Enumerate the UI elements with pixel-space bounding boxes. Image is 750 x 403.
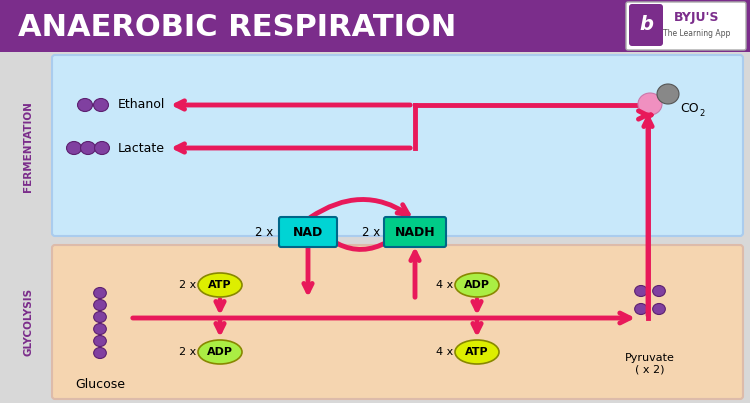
Ellipse shape bbox=[652, 303, 665, 314]
Ellipse shape bbox=[77, 98, 92, 112]
Ellipse shape bbox=[198, 340, 242, 364]
Text: NADH: NADH bbox=[394, 226, 435, 239]
Text: ATP: ATP bbox=[465, 347, 489, 357]
Text: ATP: ATP bbox=[209, 280, 232, 290]
FancyBboxPatch shape bbox=[52, 55, 743, 236]
Ellipse shape bbox=[94, 98, 109, 112]
Text: Lactate: Lactate bbox=[118, 141, 165, 154]
FancyBboxPatch shape bbox=[52, 245, 743, 399]
Text: 2: 2 bbox=[699, 108, 704, 118]
Ellipse shape bbox=[67, 141, 82, 154]
FancyBboxPatch shape bbox=[279, 217, 337, 247]
Text: Ethanol: Ethanol bbox=[118, 98, 165, 112]
Ellipse shape bbox=[455, 340, 499, 364]
Text: 4 x: 4 x bbox=[436, 347, 453, 357]
Ellipse shape bbox=[80, 141, 95, 154]
Text: NAD: NAD bbox=[292, 226, 323, 239]
Text: The Learning App: The Learning App bbox=[663, 29, 730, 37]
Ellipse shape bbox=[94, 347, 106, 359]
Ellipse shape bbox=[94, 287, 106, 299]
Text: 2 x: 2 x bbox=[362, 226, 380, 239]
Ellipse shape bbox=[94, 299, 106, 310]
Ellipse shape bbox=[652, 285, 665, 297]
Ellipse shape bbox=[638, 93, 662, 115]
Text: BYJU'S: BYJU'S bbox=[674, 10, 720, 23]
Text: b: b bbox=[639, 15, 653, 35]
Text: ADP: ADP bbox=[464, 280, 490, 290]
FancyBboxPatch shape bbox=[626, 2, 746, 50]
FancyBboxPatch shape bbox=[384, 217, 446, 247]
Text: 2 x: 2 x bbox=[178, 347, 196, 357]
Ellipse shape bbox=[198, 273, 242, 297]
Text: ( x 2): ( x 2) bbox=[635, 365, 664, 375]
Text: Pyruvate: Pyruvate bbox=[625, 353, 675, 363]
Ellipse shape bbox=[634, 285, 647, 297]
Text: Glucose: Glucose bbox=[75, 378, 125, 391]
Ellipse shape bbox=[657, 84, 679, 104]
Ellipse shape bbox=[94, 312, 106, 322]
Ellipse shape bbox=[94, 324, 106, 334]
Text: 2 x: 2 x bbox=[255, 226, 273, 239]
Ellipse shape bbox=[94, 336, 106, 347]
Text: GLYCOLYSIS: GLYCOLYSIS bbox=[23, 288, 33, 356]
Ellipse shape bbox=[455, 273, 499, 297]
Ellipse shape bbox=[94, 141, 110, 154]
Text: CO: CO bbox=[680, 102, 699, 114]
Bar bbox=[0, 0, 750, 52]
Text: 2 x: 2 x bbox=[178, 280, 196, 290]
Text: ANAEROBIC RESPIRATION: ANAEROBIC RESPIRATION bbox=[18, 13, 456, 42]
Text: ADP: ADP bbox=[207, 347, 233, 357]
Ellipse shape bbox=[634, 303, 647, 314]
Text: 4 x: 4 x bbox=[436, 280, 453, 290]
Text: FERMENTATION: FERMENTATION bbox=[23, 102, 33, 193]
FancyBboxPatch shape bbox=[629, 4, 663, 46]
